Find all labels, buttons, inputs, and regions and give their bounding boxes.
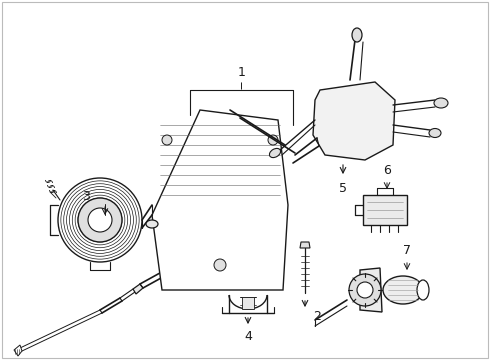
Polygon shape <box>133 284 143 294</box>
Ellipse shape <box>58 178 142 262</box>
Polygon shape <box>313 82 395 160</box>
Circle shape <box>357 282 373 298</box>
Text: 3: 3 <box>82 189 90 202</box>
Ellipse shape <box>429 129 441 138</box>
Polygon shape <box>300 242 310 248</box>
Ellipse shape <box>434 98 448 108</box>
Text: 7: 7 <box>403 243 411 257</box>
Text: 5: 5 <box>339 181 347 194</box>
Text: 1: 1 <box>238 66 245 78</box>
Ellipse shape <box>352 28 362 42</box>
Text: 4: 4 <box>244 330 252 343</box>
Circle shape <box>78 198 122 242</box>
Polygon shape <box>152 110 288 290</box>
Circle shape <box>214 259 226 271</box>
Ellipse shape <box>383 276 423 304</box>
Circle shape <box>162 135 172 145</box>
Polygon shape <box>242 297 254 309</box>
Ellipse shape <box>417 280 429 300</box>
Polygon shape <box>363 195 407 225</box>
Polygon shape <box>360 268 382 312</box>
Text: 2: 2 <box>313 310 321 323</box>
Polygon shape <box>14 345 22 356</box>
Text: 6: 6 <box>383 163 391 176</box>
Ellipse shape <box>146 220 158 228</box>
Circle shape <box>349 274 381 306</box>
Circle shape <box>268 135 278 145</box>
Circle shape <box>88 208 112 232</box>
Ellipse shape <box>270 148 281 158</box>
